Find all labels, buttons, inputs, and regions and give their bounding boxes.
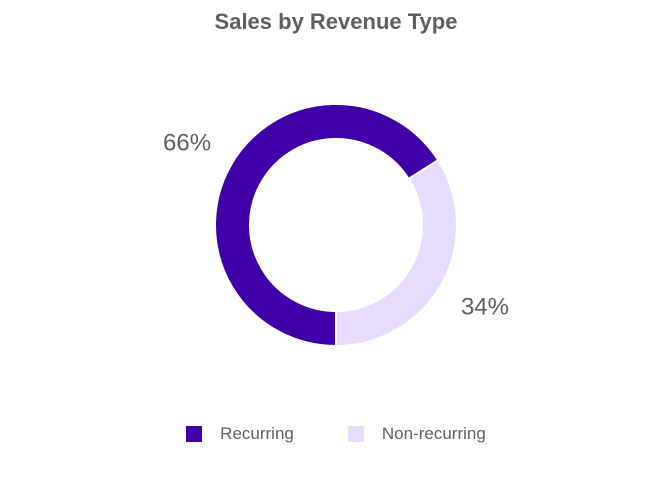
legend-swatch-recurring (186, 426, 203, 442)
slice-label-recurring: 66% (163, 130, 211, 157)
legend-item-recurring[interactable]: Recurring (186, 424, 294, 444)
legend-item-non-recurring[interactable]: Non-recurring (347, 424, 486, 444)
slice-non-recurring[interactable] (335, 158, 458, 348)
legend-label-non-recurring: Non-recurring (381, 424, 486, 443)
slice-label-non-recurring: 34% (461, 293, 509, 320)
legend-swatch-non-recurring (347, 426, 364, 442)
legend-label-recurring: Recurring (220, 424, 294, 443)
legend: Recurring Non-recurring (0, 424, 672, 444)
chart-title: Sales by Revenue Type (214, 9, 458, 34)
slice-recurring[interactable] (214, 103, 440, 348)
